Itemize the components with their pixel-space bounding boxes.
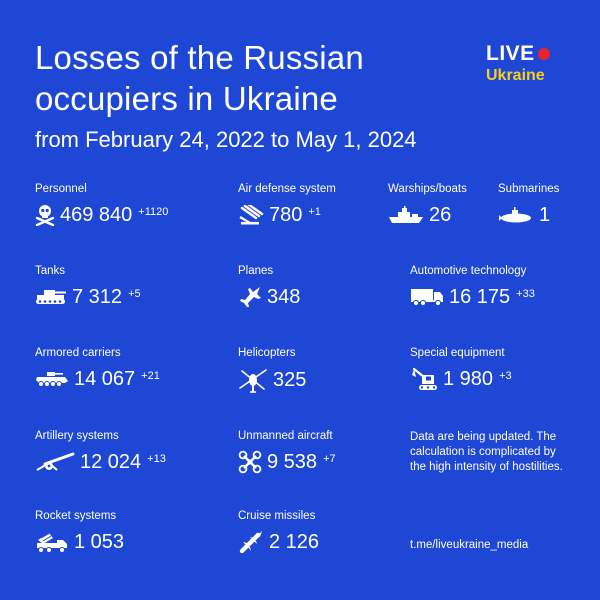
helicopter-icon bbox=[238, 367, 268, 393]
excavator-icon bbox=[410, 367, 438, 391]
tank-icon bbox=[35, 289, 67, 305]
logo-live-text: LIVE bbox=[486, 42, 535, 65]
stat-value: 325 bbox=[273, 369, 307, 391]
stat-value: 7 312 bbox=[72, 286, 123, 308]
stat-value: 16 175 bbox=[449, 286, 511, 308]
cruise-missile-icon bbox=[238, 531, 264, 553]
stat-delta: +21 bbox=[141, 370, 160, 382]
stat-value: 9 538 bbox=[267, 451, 318, 473]
stat-planes: Planes 348 bbox=[238, 264, 300, 309]
stat-rocket-systems: Rocket systems 1 053 bbox=[35, 509, 124, 554]
stat-delta: +5 bbox=[128, 288, 141, 300]
stat-label: Unmanned aircraft bbox=[238, 430, 333, 442]
logo-red-dot bbox=[537, 48, 550, 60]
date-range-subtitle: from February 24, 2022 to May 1, 2024 bbox=[35, 127, 417, 152]
telegram-link[interactable]: t.me/liveukraine_media bbox=[410, 539, 529, 551]
stat-label: Armored carriers bbox=[35, 347, 121, 359]
rocket-launcher-icon bbox=[35, 531, 69, 553]
stat-warships: Warships/boats 26 bbox=[388, 182, 467, 227]
submarine-icon bbox=[498, 207, 534, 223]
stat-air-defense: Air defense system 780 +1 bbox=[238, 182, 336, 227]
page-title: Losses of the Russian occupiers in Ukrai… bbox=[35, 37, 364, 119]
stat-delta: +3 bbox=[499, 370, 512, 382]
stat-label: Artillery systems bbox=[35, 430, 119, 442]
live-ukraine-logo: LIVE Ukraine bbox=[486, 42, 550, 85]
stat-label: Automotive technology bbox=[410, 265, 527, 277]
stat-label: Planes bbox=[238, 265, 274, 277]
stat-label: Warships/boats bbox=[388, 183, 467, 195]
stat-value: 2 126 bbox=[269, 531, 320, 553]
stat-label: Submarines bbox=[498, 183, 560, 195]
stat-special-equipment: Special equipment 1 980 +3 bbox=[410, 346, 512, 391]
skull-crossbones-icon bbox=[35, 204, 55, 226]
stat-personnel: Personnel 469 840 +1120 bbox=[35, 182, 168, 227]
stat-delta: +7 bbox=[323, 453, 336, 465]
stat-value: 1 bbox=[539, 204, 551, 226]
stat-value: 14 067 bbox=[74, 368, 136, 390]
title-line-1: Losses of the Russian bbox=[35, 39, 364, 76]
stat-label: Air defense system bbox=[238, 183, 336, 195]
stat-helicopters: Helicopters 325 bbox=[238, 346, 306, 393]
stat-delta: +13 bbox=[147, 453, 166, 465]
stat-delta: +33 bbox=[516, 288, 535, 300]
stat-value: 1 980 bbox=[443, 368, 494, 390]
plane-icon bbox=[238, 286, 262, 308]
stat-cruise-missiles: Cruise missiles 2 126 bbox=[238, 509, 319, 554]
stat-unmanned-aircraft: Unmanned aircraft 9 538 +7 bbox=[238, 429, 336, 474]
drone-icon bbox=[238, 450, 262, 474]
stat-value: 469 840 bbox=[60, 204, 133, 226]
warship-icon bbox=[388, 206, 424, 224]
stat-label: Special equipment bbox=[410, 347, 505, 359]
stat-label: Tanks bbox=[35, 265, 66, 277]
air-defense-icon bbox=[238, 205, 264, 225]
title-line-2: occupiers in Ukraine bbox=[35, 80, 338, 117]
stat-automotive: Automotive technology 16 175 +33 bbox=[410, 264, 535, 309]
stat-artillery: Artillery systems 12 024 +13 bbox=[35, 429, 166, 474]
artillery-icon bbox=[35, 452, 75, 472]
stat-delta: +1 bbox=[308, 206, 321, 218]
stat-label: Cruise missiles bbox=[238, 510, 316, 522]
data-update-note: Data are being updated. The calculation … bbox=[410, 431, 563, 473]
stat-value: 26 bbox=[429, 204, 452, 226]
stat-value: 348 bbox=[267, 286, 301, 308]
stat-armored-carriers: Armored carriers 14 067 +21 bbox=[35, 346, 160, 391]
stat-label: Helicopters bbox=[238, 347, 296, 359]
logo-ukraine-text: Ukraine bbox=[486, 67, 545, 84]
truck-icon bbox=[410, 288, 444, 306]
stat-value: 12 024 bbox=[80, 451, 142, 473]
logo-live: LIVE bbox=[486, 42, 550, 66]
stat-label: Rocket systems bbox=[35, 510, 117, 522]
stat-value: 780 bbox=[269, 204, 303, 226]
armored-carrier-icon bbox=[35, 371, 69, 387]
stat-delta: +1120 bbox=[138, 206, 169, 218]
stat-label: Personnel bbox=[35, 183, 87, 195]
stat-submarines: Submarines 1 bbox=[498, 182, 559, 227]
stat-tanks: Tanks 7 312 +5 bbox=[35, 264, 141, 309]
stat-value: 1 053 bbox=[74, 531, 125, 553]
